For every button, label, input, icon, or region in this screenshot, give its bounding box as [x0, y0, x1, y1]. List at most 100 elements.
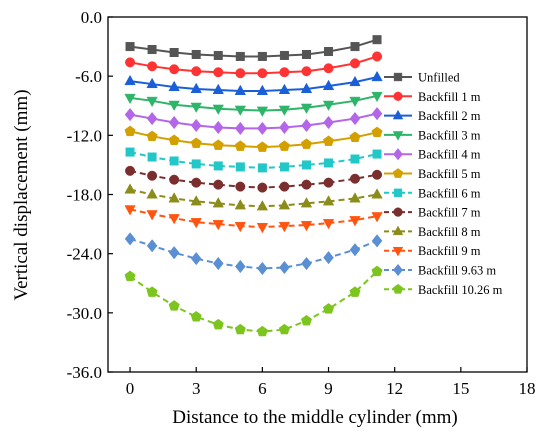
series-layer: [124, 35, 383, 337]
legend-marker: [393, 207, 403, 217]
data-point: [191, 66, 202, 77]
data-point: [124, 205, 136, 216]
data-point: [212, 83, 224, 94]
series: [124, 70, 383, 95]
data-point: [349, 131, 361, 143]
data-point: [235, 68, 246, 79]
data-point: [301, 118, 312, 133]
data-point: [372, 51, 383, 62]
data-point: [124, 232, 136, 246]
data-point: [301, 179, 312, 190]
legend-item: Unfilled: [384, 71, 460, 85]
data-point: [147, 152, 157, 162]
data-point: [256, 325, 268, 337]
data-point: [323, 303, 335, 314]
data-point: [349, 216, 361, 227]
data-point: [349, 192, 361, 203]
data-point: [146, 286, 158, 297]
data-point: [323, 115, 334, 130]
series: [124, 183, 383, 211]
legend-item: Backfill 1 m: [384, 90, 481, 104]
series-line: [129, 130, 378, 149]
series: [124, 205, 383, 234]
legend-label: Backfill 8 m: [418, 225, 481, 239]
legend-marker: [393, 91, 403, 101]
legend-marker: [393, 188, 403, 197]
legend-marker: [392, 109, 404, 120]
series-line: [129, 208, 378, 229]
legend-label: Backfill 1 m: [418, 90, 481, 104]
legend-item: Backfill 7 m: [384, 206, 481, 220]
data-point: [256, 84, 269, 95]
legend-label: Backfill 9.63 m: [418, 264, 496, 278]
data-point: [322, 79, 335, 91]
series-line: [129, 38, 378, 58]
data-point: [278, 140, 290, 151]
legend-item: Backfill 9 m: [384, 244, 481, 258]
legend-item: Backfill 8 m: [384, 225, 481, 239]
data-point: [234, 84, 246, 95]
series: [125, 51, 383, 79]
data-point: [190, 310, 202, 322]
data-point: [235, 51, 245, 61]
data-point: [212, 318, 224, 330]
series-line: [129, 237, 378, 270]
data-point: [349, 286, 361, 297]
data-point: [169, 174, 180, 185]
legend-marker: [392, 168, 404, 178]
data-point: [168, 100, 180, 112]
data-point: [322, 100, 335, 112]
data-point: [168, 134, 180, 145]
y-tick-label: -18.0: [67, 186, 102, 205]
y-tick-label: 0.0: [81, 8, 102, 27]
data-point: [323, 250, 334, 265]
data-point: [349, 173, 360, 184]
data-point: [212, 220, 224, 231]
legend-item: Backfill 2 m: [384, 109, 481, 123]
data-point: [146, 96, 158, 108]
data-point: [301, 66, 312, 77]
data-point: [278, 222, 291, 233]
data-point: [212, 197, 224, 208]
data-point: [300, 197, 313, 208]
data-point: [212, 256, 224, 271]
legend-item: Backfill 4 m: [384, 148, 481, 162]
data-point: [371, 212, 383, 223]
data-point: [371, 265, 383, 277]
data-point: [301, 256, 312, 271]
data-point: [190, 137, 202, 148]
data-point: [372, 169, 383, 180]
data-point: [279, 181, 290, 192]
data-point: [349, 96, 361, 108]
legend-marker: [392, 283, 404, 294]
data-point: [168, 192, 180, 203]
data-point: [147, 45, 157, 55]
data-point: [256, 106, 269, 117]
series-line: [129, 76, 378, 92]
data-point: [235, 181, 246, 192]
data-point: [190, 118, 202, 133]
data-point: [125, 57, 136, 68]
data-point: [125, 165, 136, 176]
data-point: [124, 93, 136, 105]
data-point: [168, 246, 180, 260]
data-point: [371, 70, 383, 82]
data-point: [371, 188, 383, 199]
legend-label: Unfilled: [418, 71, 460, 85]
data-point: [169, 48, 179, 57]
series: [124, 265, 383, 337]
y-tick-label: -6.0: [75, 67, 102, 86]
data-point: [124, 125, 136, 137]
series: [124, 232, 383, 276]
y-tick-label: -24.0: [67, 245, 102, 264]
x-tick-label: 15: [452, 379, 469, 398]
data-point: [323, 63, 334, 74]
data-point: [146, 188, 158, 199]
data-point: [301, 160, 311, 170]
legend-item: Backfill 10.26 m: [384, 283, 503, 297]
data-point: [190, 218, 202, 229]
data-point: [301, 49, 311, 59]
legend-label: Backfill 6 m: [418, 186, 481, 200]
data-point: [349, 111, 361, 126]
data-point: [146, 77, 158, 89]
